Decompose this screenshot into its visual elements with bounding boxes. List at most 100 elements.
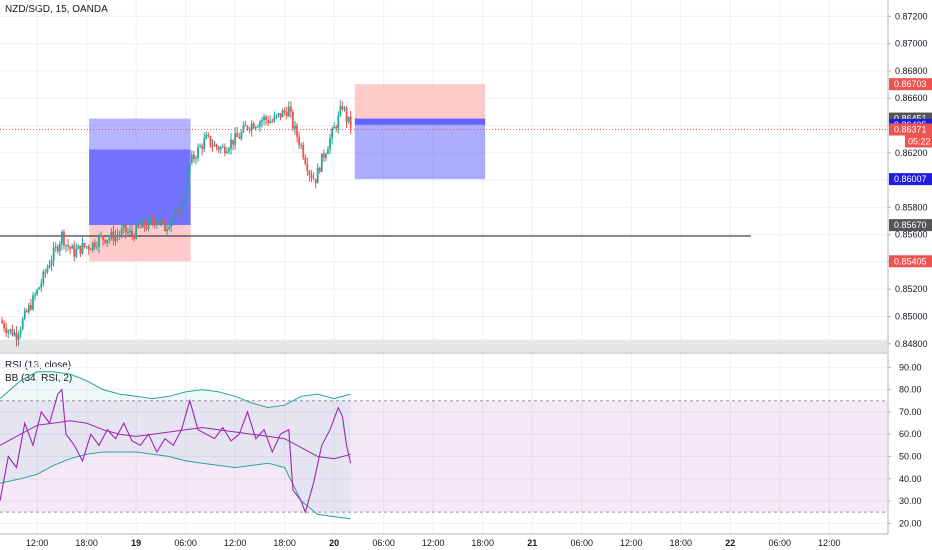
candle-down (345, 108, 348, 122)
candle-down (87, 246, 90, 250)
candle-up (129, 230, 131, 232)
candle-up (38, 287, 41, 290)
candle-down (252, 123, 255, 129)
candle-up (108, 237, 111, 240)
candle-up (205, 134, 208, 139)
long-stop-zone (89, 225, 191, 262)
candle-up (263, 116, 265, 121)
candle-up (197, 147, 199, 159)
candle-up (21, 318, 24, 330)
chart-frame (0, 0, 889, 535)
candle-up (343, 108, 346, 110)
candle-down (283, 110, 286, 112)
long-target-zone-light (89, 118, 191, 150)
candle-down (306, 163, 309, 172)
candle-down (137, 225, 140, 228)
candle-down (143, 221, 146, 228)
candle-up (199, 145, 201, 148)
candle-up (300, 144, 303, 146)
candle-up (52, 248, 55, 261)
candle-up (32, 295, 34, 310)
candle-up (9, 329, 12, 332)
candle-up (85, 246, 88, 248)
candle-down (244, 125, 247, 127)
candle-up (36, 289, 39, 295)
candle-up (110, 231, 113, 238)
rsi-tick-label: 90.00 (899, 362, 922, 372)
candle-down (153, 222, 156, 226)
candle-up (190, 154, 193, 163)
candle-up (203, 138, 206, 150)
candle-up (347, 116, 350, 122)
price-tag-label: 0.86007 (894, 174, 927, 184)
candle-up (254, 127, 257, 129)
candle-down (310, 175, 313, 179)
time-tick-label: 12:00 (26, 538, 49, 548)
candle-down (11, 329, 14, 336)
candle-down (217, 147, 220, 150)
candle-up (327, 149, 329, 155)
candle-down (318, 167, 321, 172)
bb-upper-line (0, 371, 351, 409)
price-tick-label: 0.86600 (895, 93, 928, 103)
candle-up (13, 332, 16, 336)
candle-up (240, 132, 243, 139)
candle-up (77, 245, 80, 250)
candle-up (155, 221, 158, 226)
candle-down (102, 235, 105, 240)
candle-down (63, 231, 65, 246)
candle-up (23, 310, 26, 319)
candle-up (19, 329, 22, 335)
price-tag (889, 173, 932, 186)
candle-up (213, 144, 216, 147)
rsi-tick-label: 60.00 (899, 429, 922, 439)
candle-up (147, 220, 150, 230)
candle-down (271, 121, 274, 123)
candle-up (219, 147, 222, 150)
candle-down (69, 246, 72, 249)
price-tag (889, 255, 932, 268)
candle-up (116, 235, 119, 237)
candle-up (98, 235, 100, 247)
candle-down (193, 154, 195, 159)
candle-down (267, 119, 270, 124)
candle-down (157, 221, 160, 223)
candle-down (285, 111, 288, 117)
candle-down (124, 224, 127, 233)
candle-down (25, 310, 28, 312)
short-entry-band (354, 118, 486, 125)
candle-up (7, 331, 10, 333)
price-tick-label: 0.86200 (895, 148, 928, 158)
candle-down (15, 332, 18, 340)
candle-down (304, 157, 307, 164)
price-tag-label: 0.85405 (894, 256, 927, 266)
candle-up (337, 115, 340, 129)
price-tick-label: 0.86800 (895, 66, 928, 76)
candle-down (211, 145, 214, 147)
candle-up (242, 125, 245, 133)
candle-up (331, 128, 334, 139)
candle-down (3, 323, 6, 329)
candle-up (96, 246, 98, 248)
time-axis[interactable]: 12:00 18:00 19 06:00 12:00 18:00 20 06:00 12:00 1… (26, 538, 841, 548)
candle-down (164, 220, 166, 232)
price-axis[interactable]: 0.848000.850000.852000.854000.856000.858… (888, 11, 932, 528)
candle-down (1, 320, 3, 324)
candle-down (314, 179, 317, 184)
candle-down (93, 242, 96, 247)
candle-down (131, 230, 133, 236)
time-tick-label: 06:00 (174, 538, 197, 548)
candle-up (172, 217, 175, 222)
position-zones[interactable] (89, 84, 486, 262)
candle-down (5, 328, 8, 333)
countdown-tag (905, 135, 932, 148)
candle-up (316, 167, 319, 184)
candle-down (298, 136, 301, 145)
candle-up (159, 220, 162, 223)
time-tick-label: 06:00 (372, 538, 395, 548)
price-tick-label: 0.85600 (895, 230, 928, 240)
grid-lines (0, 0, 887, 534)
rsi-tick-label: 40.00 (899, 474, 922, 484)
candle-up (221, 146, 224, 148)
